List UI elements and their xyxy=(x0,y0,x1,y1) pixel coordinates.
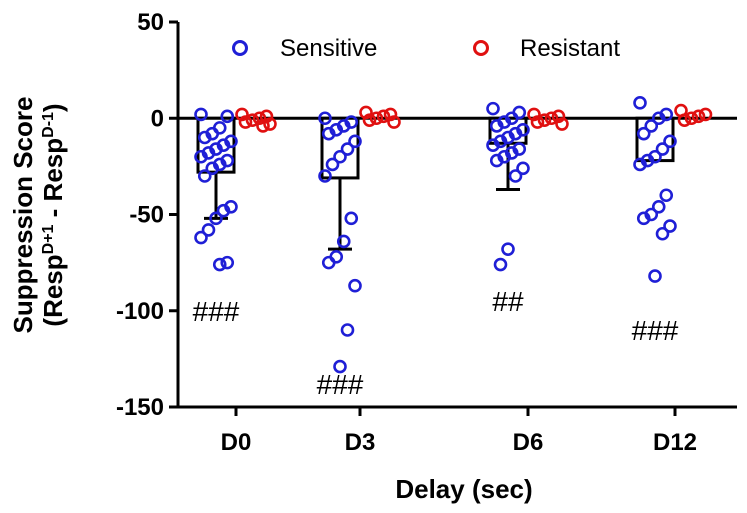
data-point-sensitive xyxy=(501,242,515,256)
data-point-resistant xyxy=(527,107,541,122)
data-point-resistant xyxy=(691,109,706,124)
data-point-sensitive xyxy=(194,107,208,122)
legend-item-resistant: Resistant xyxy=(473,35,620,62)
data-point-sensitive xyxy=(321,126,336,141)
data-point-sensitive xyxy=(655,142,670,156)
axes: 50 0 -50 -100 -150 D0 D3 D6 D12 xyxy=(116,9,737,456)
data-point-sensitive xyxy=(508,169,523,183)
data-point-sensitive xyxy=(516,161,530,176)
data-point-resistant xyxy=(245,113,260,127)
data-point-sensitive xyxy=(220,255,235,270)
y-tick-label: 0 xyxy=(151,105,164,132)
annotations: ########### xyxy=(193,286,679,400)
data-point-resistant xyxy=(537,113,552,127)
data-point-sensitive xyxy=(663,134,677,149)
data-point-sensitive xyxy=(205,161,220,176)
significance-annotation: ### xyxy=(632,315,679,346)
data-point-sensitive xyxy=(318,169,332,183)
data-point-sensitive xyxy=(633,96,647,110)
data-point-resistant xyxy=(383,107,398,122)
data-point-resistant xyxy=(263,117,277,131)
data-point-resistant xyxy=(256,119,270,133)
data-point-sensitive xyxy=(194,230,208,245)
data-point-resistant xyxy=(359,105,373,120)
data-point-sensitive xyxy=(329,250,344,264)
data-point-resistant xyxy=(677,113,692,127)
data-point-sensitive xyxy=(648,269,662,283)
data-point-sensitive xyxy=(636,211,651,226)
data-point-resistant xyxy=(362,113,377,127)
data-point-sensitive xyxy=(486,101,500,116)
data-point-sensitive xyxy=(659,188,674,203)
data-point-resistant xyxy=(252,111,267,126)
data-point-sensitive xyxy=(321,255,336,270)
data-points xyxy=(194,96,713,374)
legend-marker-resistant xyxy=(473,40,489,56)
data-point-sensitive xyxy=(489,153,504,168)
data-point-sensitive xyxy=(512,105,527,120)
data-point-sensitive xyxy=(325,157,340,172)
data-point-sensitive xyxy=(489,119,504,133)
legend-item-sensitive: Sensitive xyxy=(232,35,377,62)
data-point-sensitive xyxy=(340,323,355,337)
data-point-resistant xyxy=(235,107,249,122)
data-point-sensitive xyxy=(333,149,347,164)
data-point-sensitive xyxy=(209,211,223,226)
y-tick-label: -100 xyxy=(116,298,164,325)
data-point-sensitive xyxy=(212,257,227,272)
data-point-sensitive xyxy=(194,149,208,164)
x-tick-label: D12 xyxy=(653,429,697,456)
data-point-resistant xyxy=(698,107,713,122)
data-point-resistant xyxy=(544,111,559,126)
x-axis-title: Delay (sec) xyxy=(395,474,532,504)
data-point-sensitive xyxy=(348,278,362,293)
data-point-resistant xyxy=(684,111,699,126)
data-point-resistant xyxy=(387,115,401,129)
y-axis-title: Suppression Score (RespD+1 - RespD-1) xyxy=(8,97,68,334)
data-point-sensitive xyxy=(220,109,235,124)
data-point-sensitive xyxy=(333,359,347,374)
legend-label-resistant: Resistant xyxy=(520,35,620,62)
y-axis-title-line1: Suppression Score xyxy=(8,97,38,334)
data-point-sensitive xyxy=(348,134,362,149)
data-point-resistant xyxy=(369,111,384,126)
data-point-sensitive xyxy=(344,211,359,226)
data-point-sensitive xyxy=(486,138,500,152)
legend: Sensitive Resistant xyxy=(232,35,620,62)
y-tick-label: -150 xyxy=(116,394,164,421)
data-point-sensitive xyxy=(651,200,666,214)
data-point-sensitive xyxy=(216,203,231,218)
x-tick-label: D6 xyxy=(513,429,544,456)
bars xyxy=(196,116,675,251)
data-point-sensitive xyxy=(493,257,508,272)
y-tick-label: -50 xyxy=(129,202,164,229)
data-point-resistant xyxy=(555,117,569,131)
data-point-sensitive xyxy=(644,119,659,133)
x-tick-label: D3 xyxy=(345,429,376,456)
data-point-sensitive xyxy=(655,226,670,241)
data-point-resistant xyxy=(530,115,545,129)
data-point-sensitive xyxy=(636,126,651,141)
data-point-sensitive xyxy=(651,111,666,126)
data-point-sensitive xyxy=(340,142,355,156)
data-point-sensitive xyxy=(633,157,647,172)
data-point-sensitive xyxy=(318,111,332,126)
significance-annotation: ## xyxy=(492,286,524,317)
data-point-sensitive xyxy=(201,223,216,237)
significance-annotation: ### xyxy=(193,296,240,327)
data-point-sensitive xyxy=(336,234,351,249)
data-point-sensitive xyxy=(197,169,212,183)
data-point-resistant xyxy=(551,109,566,124)
y-axis-title-line2: (RespD+1 - RespD-1) xyxy=(38,103,68,326)
data-point-resistant xyxy=(376,109,391,124)
data-point-sensitive xyxy=(197,130,212,145)
significance-annotation: ### xyxy=(317,369,364,400)
y-tick-label: 50 xyxy=(137,9,164,36)
data-point-sensitive xyxy=(663,219,677,233)
x-tick-label: D0 xyxy=(221,429,252,456)
legend-label-sensitive: Sensitive xyxy=(280,35,377,62)
data-point-resistant xyxy=(238,115,253,129)
legend-marker-sensitive xyxy=(232,40,248,56)
